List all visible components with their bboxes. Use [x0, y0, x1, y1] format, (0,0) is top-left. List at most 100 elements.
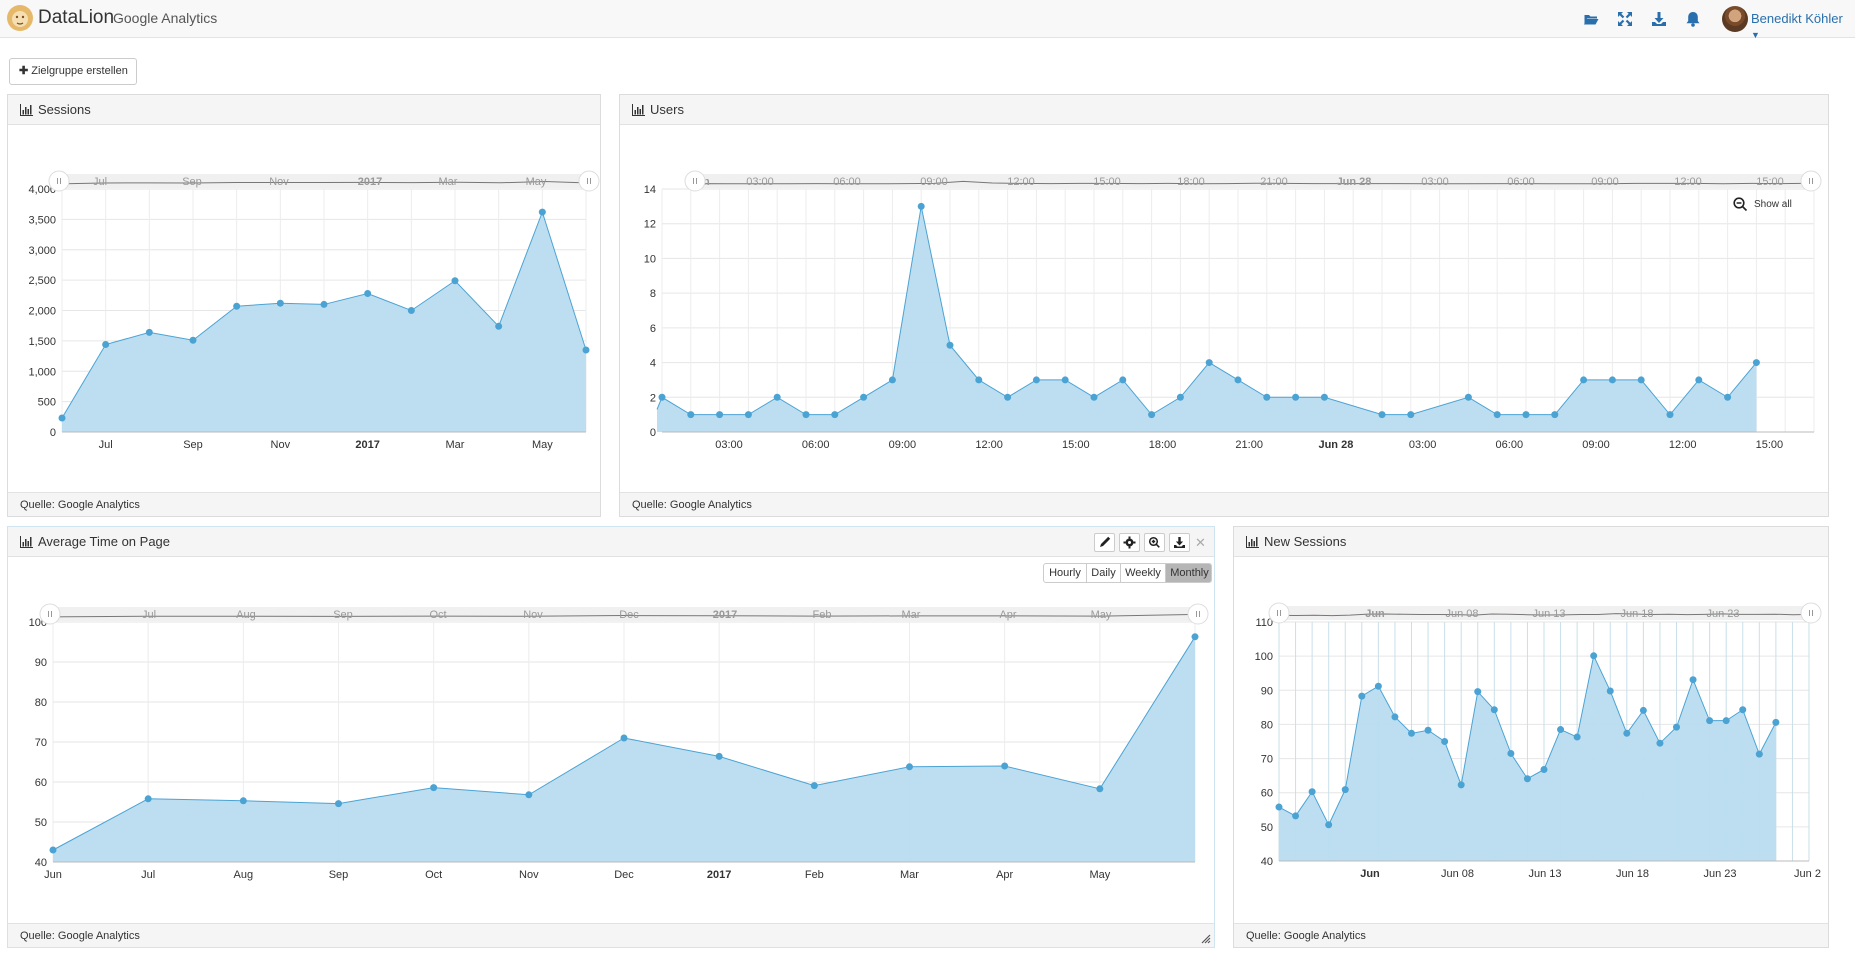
brand-name[interactable]: DataLion — [38, 7, 115, 28]
user-avatar[interactable] — [1722, 6, 1748, 32]
navigator-label: 03:00 — [746, 176, 774, 188]
x-tick-label: May — [1089, 869, 1110, 881]
data-point — [1637, 376, 1645, 384]
x-tick-label: Jul — [99, 439, 113, 451]
data-point — [1061, 376, 1069, 384]
navigator-label: 18:00 — [1177, 176, 1205, 188]
navigator-handle-left[interactable] — [1268, 602, 1290, 624]
data-point — [1176, 393, 1184, 401]
data-point — [744, 411, 752, 419]
show-all-button[interactable]: Show all — [1733, 196, 1803, 214]
x-tick-label: May — [532, 439, 553, 451]
navigator-handle-right[interactable] — [1187, 603, 1209, 625]
granularity-hourly[interactable]: Hourly — [1049, 567, 1081, 579]
data-point — [1292, 812, 1300, 820]
export-button[interactable] — [1169, 533, 1190, 552]
granularity-daily[interactable]: Daily — [1086, 564, 1120, 582]
x-tick-label: 09:00 — [1582, 439, 1610, 451]
data-point — [1148, 411, 1156, 419]
user-menu[interactable]: Benedikt Köhler ▼ — [1751, 11, 1855, 41]
fullscreen-icon[interactable] — [1616, 10, 1634, 28]
navigator-label: 2017 — [358, 176, 382, 188]
navigator-label: 06:00 — [1507, 176, 1535, 188]
navigator-label: Nov — [269, 176, 289, 188]
y-tick-label: 80 — [35, 697, 47, 709]
navigator-handle-left[interactable] — [39, 603, 61, 625]
granularity-monthly[interactable]: Monthly — [1165, 564, 1211, 582]
handle-knob — [1187, 603, 1209, 625]
navigator-label: May — [526, 176, 547, 188]
create-audience-button[interactable]: ✚ Zielgruppe erstellen — [9, 58, 137, 85]
y-tick-label: 50 — [1261, 822, 1273, 834]
navigator-label: Jun 23 — [1706, 608, 1739, 620]
data-point — [1205, 359, 1213, 367]
x-tick-label: Mar — [900, 869, 919, 881]
close-icon[interactable]: ✕ — [1195, 535, 1206, 550]
data-point — [189, 336, 197, 344]
data-point — [831, 411, 839, 419]
plus-icon: ✚ — [19, 65, 29, 77]
navigator-handle-right[interactable] — [1800, 602, 1822, 624]
panel-title: Sessions — [38, 102, 91, 117]
data-point — [1722, 717, 1730, 725]
navigator-label: 12:00 — [1674, 176, 1702, 188]
data-point — [1191, 633, 1199, 641]
navigator-label: 21:00 — [1260, 176, 1288, 188]
edit-button[interactable] — [1094, 533, 1115, 552]
zoom-button[interactable] — [1144, 533, 1165, 552]
navigator-handle-left[interactable] — [684, 170, 706, 192]
download-icon[interactable] — [1650, 10, 1668, 28]
granularity-weekly[interactable]: Weekly — [1120, 564, 1165, 582]
navigator-label: 15:00 — [1756, 176, 1784, 188]
data-point — [906, 763, 913, 771]
y-tick-label: 2,000 — [28, 306, 56, 318]
folder-open-icon[interactable] — [1582, 10, 1600, 28]
data-point — [233, 302, 241, 310]
data-point — [1656, 739, 1664, 747]
handle-knob — [578, 170, 600, 192]
data-point — [145, 328, 153, 336]
navigator-handle-right[interactable] — [1800, 170, 1822, 192]
navigator-line — [49, 613, 1199, 618]
panel-header: Sessions — [8, 95, 600, 125]
lion-logo-icon[interactable] — [6, 4, 34, 32]
data-point — [102, 341, 110, 349]
data-point — [1608, 376, 1616, 384]
bell-icon[interactable] — [1684, 10, 1702, 28]
x-tick-label: 2017 — [355, 439, 379, 451]
new-sessions-panel: New Sessions 40 50 60 70 80 90 100 110 Jun Jun 08… — [1233, 526, 1829, 948]
data-point — [802, 411, 810, 419]
sessions-chart[interactable]: 0 500 1,000 1,500 2,000 2,500 3,000 3,500 4,000 J… — [8, 126, 600, 493]
x-tick-label: 03:00 — [715, 439, 743, 451]
data-point — [525, 791, 533, 799]
data-point — [1523, 775, 1531, 783]
navigator-label: Sep — [182, 176, 202, 188]
data-point — [716, 411, 724, 419]
navigator-label: 15:00 — [1093, 176, 1121, 188]
y-tick-label: 14 — [644, 184, 656, 196]
data-point — [810, 782, 818, 790]
y-tick-label: 2 — [650, 392, 656, 404]
resize-handle-icon[interactable] — [1201, 934, 1211, 944]
data-point — [715, 752, 723, 760]
settings-button[interactable] — [1119, 533, 1140, 552]
data-point — [1374, 682, 1382, 690]
y-tick-label: 3,000 — [28, 245, 56, 257]
source-label: Quelle: Google Analytics — [632, 499, 752, 511]
y-tick-label: 60 — [1261, 788, 1273, 800]
zoom-out-icon — [1733, 197, 1748, 212]
data-point — [1590, 652, 1598, 660]
data-point — [1573, 733, 1581, 741]
data-point — [1540, 765, 1548, 773]
navigator-line — [694, 180, 1812, 185]
new-sessions-chart[interactable]: 40 50 60 70 80 90 100 110 Jun Jun 08 Jun 13 Jun 18 J… — [1234, 558, 1828, 924]
navigator-label: 2017 — [713, 609, 737, 621]
x-tick-label: 03:00 — [1409, 439, 1437, 451]
data-point — [1695, 376, 1703, 384]
navigator-handle-right[interactable] — [578, 170, 600, 192]
navigator-handle-left[interactable] — [48, 170, 70, 192]
data-point — [1275, 803, 1283, 811]
x-tick-label: Aug — [234, 869, 254, 881]
users-chart[interactable]: 0 2 4 6 8 10 12 14 03:00 06:00 09:00 12:00 15:00 18:0… — [620, 126, 1828, 493]
